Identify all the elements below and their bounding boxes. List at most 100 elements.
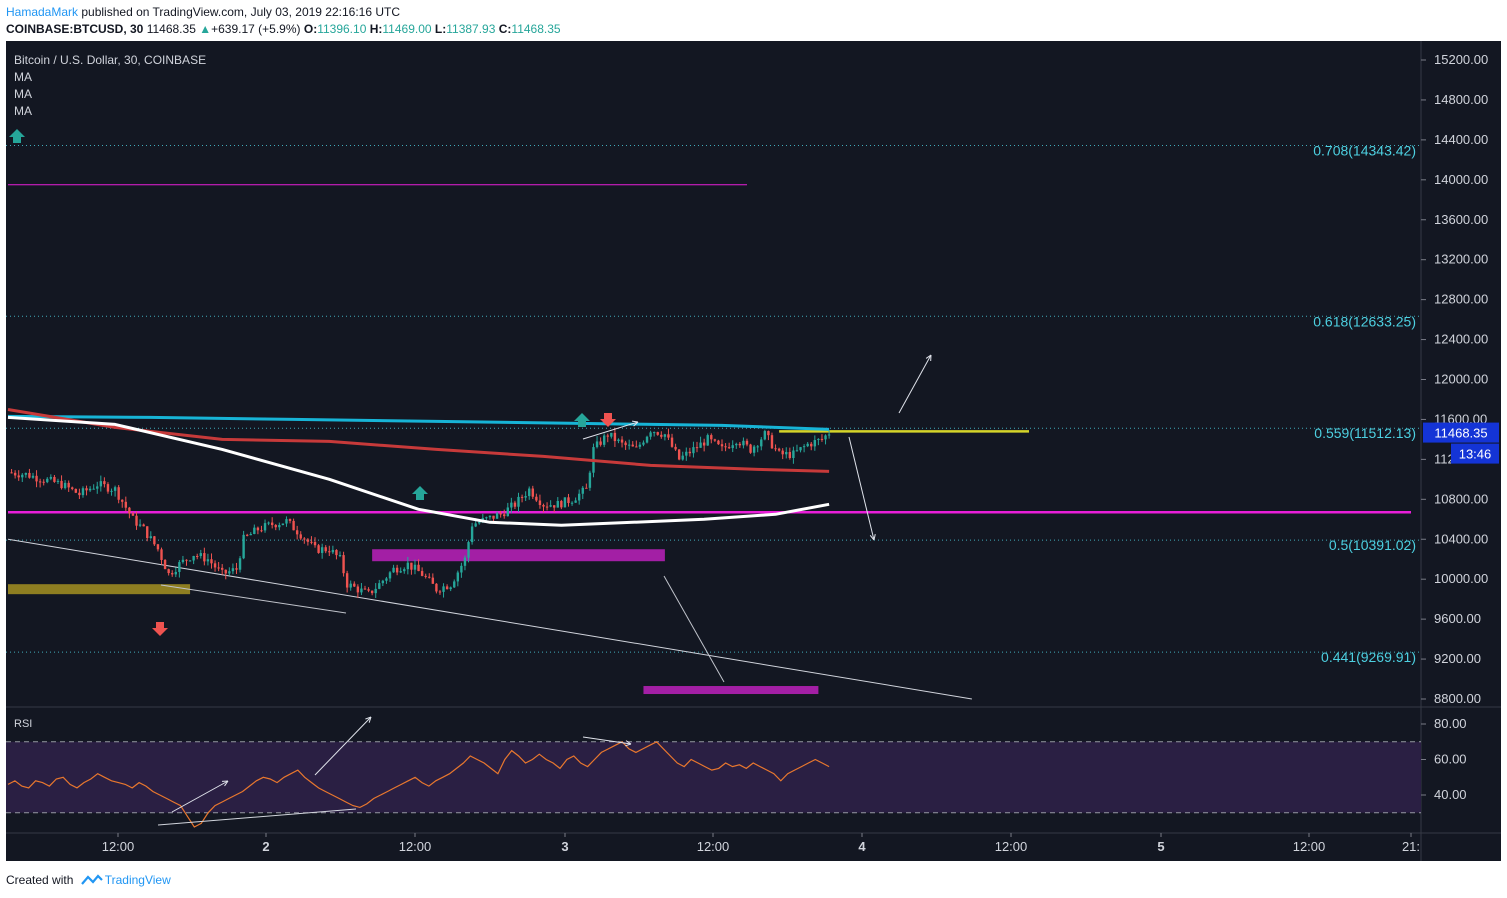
candle <box>756 446 759 448</box>
candle <box>224 569 227 574</box>
fib-level-label: 0.618(12633.25) <box>1313 313 1416 329</box>
candle <box>367 589 370 591</box>
candle <box>545 506 549 508</box>
x-tick-label: 12:00 <box>1293 839 1326 854</box>
candle <box>238 558 242 570</box>
candle <box>285 519 288 524</box>
candle <box>317 545 320 553</box>
y-tick-label: 10800.00 <box>1434 491 1488 506</box>
candle <box>488 515 492 518</box>
candle <box>42 481 45 483</box>
candle <box>342 555 345 574</box>
candle <box>467 542 470 558</box>
candle <box>38 481 42 483</box>
candle <box>160 549 163 560</box>
candle <box>824 435 827 440</box>
candle <box>656 432 659 435</box>
candle <box>631 444 634 447</box>
candle <box>338 555 342 557</box>
candle <box>17 475 20 478</box>
candle <box>128 507 131 514</box>
candle <box>56 480 60 482</box>
candle <box>724 446 727 448</box>
candle <box>456 572 460 582</box>
candle <box>713 439 717 441</box>
footer: Created with TradingView <box>6 873 171 887</box>
candle <box>685 451 688 456</box>
candle <box>403 569 406 572</box>
candle <box>563 497 567 508</box>
x-tick-label: 3 <box>561 839 568 854</box>
connector-line <box>663 575 725 683</box>
change-up-icon: ▲ <box>199 22 212 36</box>
price-chart[interactable]: 15200.00 14800.00 14400.00 14000.00 13600.00… <box>6 41 1501 861</box>
candle <box>278 525 281 528</box>
candle <box>171 573 174 575</box>
candle <box>113 487 117 491</box>
candle <box>792 450 795 458</box>
support-zone <box>372 549 665 562</box>
candle <box>31 475 35 478</box>
candle <box>453 581 456 588</box>
candle <box>652 432 656 434</box>
candle <box>142 524 145 527</box>
tradingview-brand-link[interactable]: TradingView <box>104 873 171 887</box>
candle <box>677 449 681 460</box>
candle <box>306 539 310 542</box>
y-tick-label: 8800.00 <box>1434 691 1481 706</box>
candle <box>638 444 642 447</box>
candle <box>595 441 599 448</box>
candle <box>406 562 410 570</box>
divergence-arrow-head <box>631 420 639 427</box>
y-tick-label: 12000.00 <box>1434 372 1488 387</box>
candle <box>813 440 817 447</box>
candle <box>627 444 631 446</box>
candle <box>692 447 695 454</box>
projection-arrow-up <box>898 354 932 414</box>
candle <box>260 530 263 532</box>
divergence-arrow <box>582 421 639 440</box>
candle <box>203 553 206 562</box>
candle <box>745 440 749 445</box>
candle <box>399 571 402 573</box>
author-link[interactable]: HamadaMark <box>6 5 79 19</box>
candle <box>320 547 324 553</box>
candle <box>106 484 110 492</box>
candle <box>553 505 556 508</box>
candle <box>221 567 224 570</box>
candle <box>356 586 360 593</box>
candle <box>749 444 752 453</box>
ohlc-bar: COINBASE:BTCUSD, 30 11468.35 ▲+639.17 (+… <box>6 22 561 36</box>
candle <box>449 587 452 590</box>
candle <box>567 497 570 504</box>
open-value: 11396.10 <box>317 22 367 36</box>
candle <box>178 562 181 572</box>
candle <box>335 549 338 556</box>
candle <box>167 569 170 574</box>
candle <box>506 507 509 517</box>
candle <box>720 444 724 447</box>
candle <box>192 555 195 561</box>
y-tick-label: 14800.00 <box>1434 92 1488 107</box>
candle <box>624 442 627 446</box>
y-tick-label: 14400.00 <box>1434 132 1488 147</box>
candle <box>731 445 734 449</box>
rsi-top-arrow-head <box>625 740 632 747</box>
candle <box>645 436 649 443</box>
fib-level-label: 0.441(9269.91) <box>1321 649 1416 665</box>
y-tick-label: 15200.00 <box>1434 52 1488 67</box>
y-tick-label: 13200.00 <box>1434 252 1488 267</box>
rsi-divergence-arrow <box>171 780 229 813</box>
candle <box>353 583 356 587</box>
candle <box>710 435 713 440</box>
candle <box>817 438 820 441</box>
rsi-trendline <box>157 808 357 826</box>
last-price-badge-label: 11468.35 <box>1434 426 1487 441</box>
candle <box>196 555 199 557</box>
candle <box>785 452 788 455</box>
candle <box>263 523 267 531</box>
candle <box>617 439 620 442</box>
candle <box>642 442 645 445</box>
candle <box>513 502 517 507</box>
candle <box>392 567 395 573</box>
